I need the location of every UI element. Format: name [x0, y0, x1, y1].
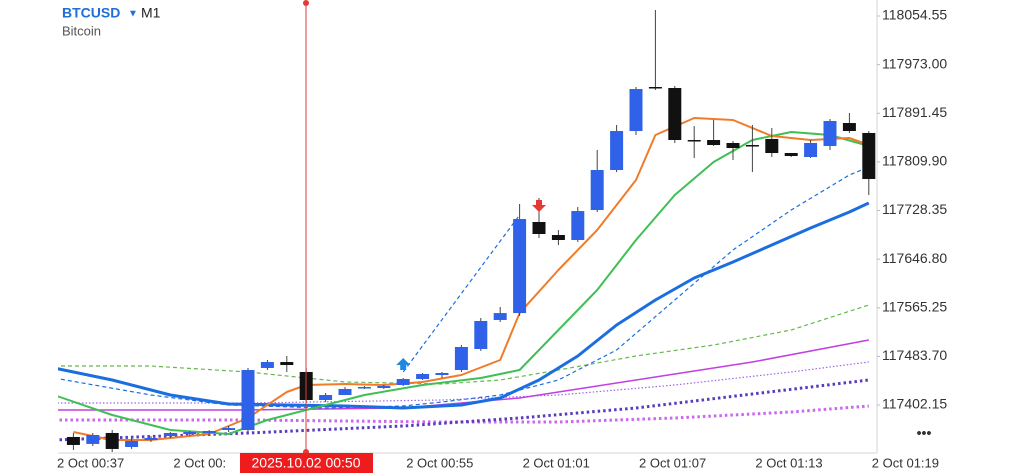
y-tick-label: 117646.80 — [882, 250, 947, 266]
candle-body — [707, 140, 721, 146]
x-tick-label: 2 Oct 00:37 — [57, 455, 124, 470]
crosshair-label: 2025.10.02 00:50 — [252, 455, 361, 471]
candle-body — [86, 435, 100, 444]
indicator-line — [402, 214, 521, 373]
candle-body — [125, 440, 139, 447]
timeframe[interactable]: M1 — [141, 5, 161, 21]
x-tick-label: 2 Oct 01:07 — [639, 455, 706, 470]
candle-body — [396, 379, 410, 385]
candle-body — [687, 140, 701, 142]
crosshair-label-box — [240, 453, 373, 473]
symbol[interactable]: BTCUSD — [62, 5, 120, 21]
y-tick-label: 117728.35 — [882, 201, 947, 217]
candle-body — [745, 145, 759, 147]
candle-body — [513, 219, 527, 314]
candle-body — [66, 436, 80, 445]
x-tick-label: 2 Oct 00: — [173, 455, 226, 470]
y-tick-label: 117891.45 — [882, 104, 947, 120]
candle-body — [784, 153, 798, 156]
candle-body — [668, 88, 682, 141]
candle-body — [590, 170, 604, 211]
y-tick-label: 117973.00 — [882, 55, 947, 71]
x-tick-label: 2 Oct 01:19 — [872, 455, 939, 470]
candle-body — [435, 372, 449, 376]
candle-body — [571, 211, 585, 241]
candle-body — [144, 437, 158, 441]
y-tick-label: 118054.55 — [882, 7, 947, 23]
y-tick-label: 117565.25 — [882, 298, 947, 314]
candle-body — [862, 132, 876, 180]
candle-body — [629, 89, 643, 132]
signal-arrow — [396, 358, 411, 371]
candle-body — [804, 142, 818, 158]
candle-body — [474, 320, 488, 350]
candle-body — [202, 431, 216, 433]
candle-body — [338, 388, 352, 395]
x-tick-label: 2 Oct 01:01 — [523, 455, 590, 470]
indicator-line — [73, 117, 870, 441]
candle-body — [280, 362, 294, 365]
y-tick-label: 117809.90 — [882, 153, 947, 169]
menu-button[interactable]: ••• — [917, 425, 932, 441]
candle-body — [105, 432, 119, 449]
indicator-line — [58, 131, 870, 435]
x-tick-label: 2 Oct 00:55 — [406, 455, 473, 470]
candle-body — [493, 313, 507, 320]
indicator-line — [58, 201, 870, 410]
y-tick-label: 117402.15 — [882, 396, 947, 412]
crosshair-dot — [303, 0, 309, 6]
plot-area — [58, 10, 876, 452]
candle-body — [357, 387, 371, 389]
indicator-line — [58, 378, 869, 442]
candle-body — [726, 142, 740, 149]
candle-body — [260, 362, 274, 368]
candle-body — [222, 428, 236, 430]
candle-body — [241, 370, 255, 430]
candle-body — [765, 138, 779, 154]
candle-body — [610, 131, 624, 171]
candle-body — [842, 123, 856, 132]
candle-body — [532, 222, 546, 234]
x-tick-label: 2 Oct 01:13 — [755, 455, 822, 470]
signal-arrow — [532, 199, 546, 212]
candle-body — [377, 385, 391, 389]
candle-body — [454, 346, 468, 371]
indicator-line — [58, 304, 869, 385]
candle-body — [319, 394, 333, 401]
indicator-line — [58, 404, 869, 424]
candle-body — [823, 120, 837, 146]
candle-body — [183, 432, 197, 434]
y-tick-label: 117483.70 — [882, 347, 947, 363]
candle-body — [648, 87, 662, 89]
candle-body — [551, 235, 565, 241]
candle-body — [416, 374, 430, 380]
subtitle: Bitcoin — [62, 23, 101, 38]
axes: 118054.55 117973.00 117891.45 117809.90 1177… — [57, 7, 947, 471]
symbol-dropdown[interactable]: ▼ — [128, 9, 138, 20]
candle-body — [163, 432, 177, 437]
